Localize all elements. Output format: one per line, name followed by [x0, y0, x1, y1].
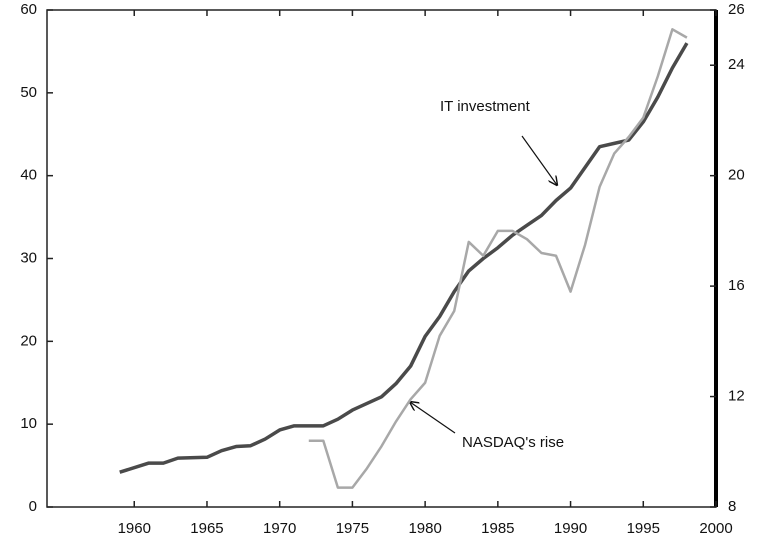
x-tick-label: 1975 — [336, 520, 369, 537]
y-tick-label: 60 — [20, 1, 37, 18]
y-tick-label: 30 — [20, 249, 37, 266]
x-tick-label: 1985 — [481, 520, 514, 537]
x-tick-label: 1990 — [554, 520, 587, 537]
plot-frame — [46, 9, 717, 508]
y-tick-label: 20 — [20, 332, 37, 349]
series-line — [308, 28, 688, 489]
x-tick-label: 1970 — [263, 520, 296, 537]
series-line — [119, 42, 689, 474]
x-tick-label: 1995 — [627, 520, 660, 537]
x-tick-label: 1980 — [408, 520, 441, 537]
annotation: NASDAQ's rise — [462, 434, 564, 451]
x-tick-label: 1965 — [190, 520, 223, 537]
y2-tick-label: 26 — [728, 1, 745, 18]
x-tick-label: 1960 — [118, 520, 151, 537]
y-tick-label: 0 — [29, 498, 37, 515]
x-tick-label: 2000 — [699, 520, 732, 537]
y2-tick-label: 16 — [728, 277, 745, 294]
y2-tick-label: 8 — [728, 498, 736, 515]
y2-tick-label: 12 — [728, 388, 745, 405]
y2-tick-label: 24 — [728, 56, 745, 73]
y-tick-label: 10 — [20, 415, 37, 432]
y-tick-label: 50 — [20, 84, 37, 101]
annotation-arrow — [410, 402, 456, 434]
y-tick-label: 40 — [20, 167, 37, 184]
annotation-arrow — [521, 135, 557, 185]
annotation: IT investment — [440, 98, 531, 115]
y2-tick-label: 20 — [728, 167, 745, 184]
